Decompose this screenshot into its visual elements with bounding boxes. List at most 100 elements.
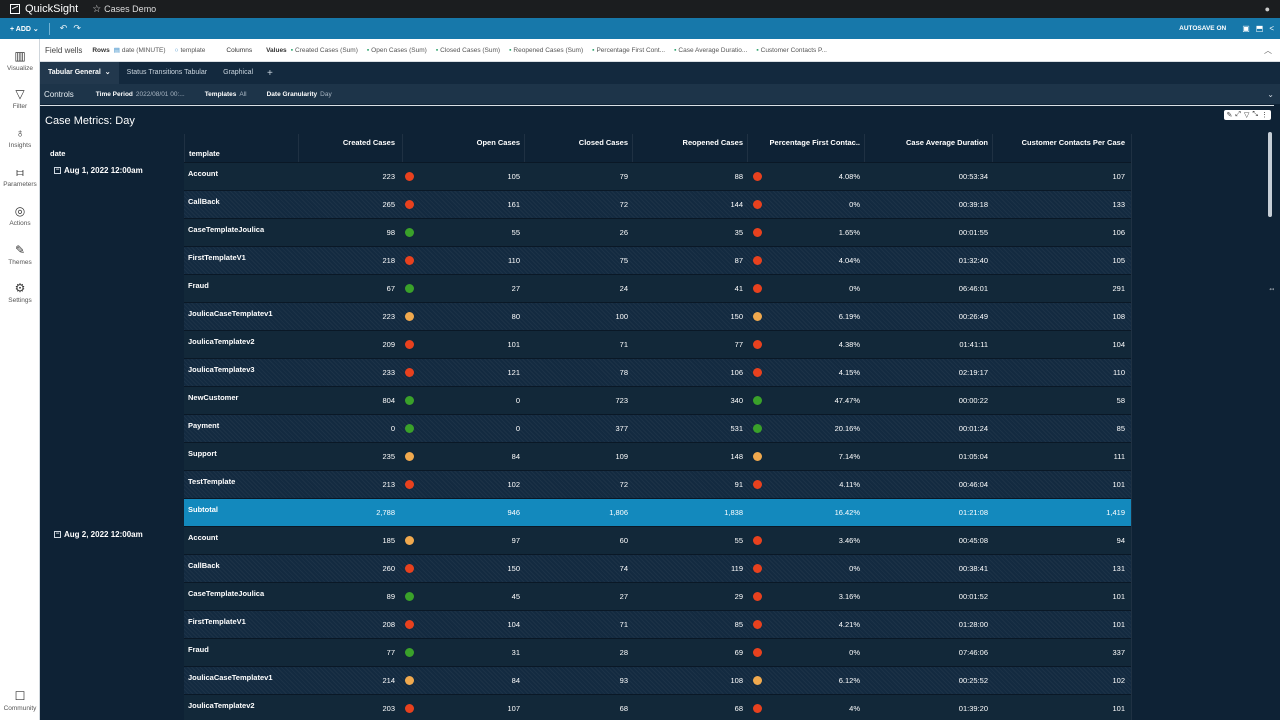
value-field-open[interactable]: ▪ Open Cases (Sum): [367, 47, 427, 54]
value-field-closed[interactable]: ▪ Closed Cases (Sum): [436, 47, 500, 54]
date-group-header[interactable]: − Aug 1, 2022 12:00am: [54, 166, 143, 175]
subtotal-row[interactable]: Subtotal 2,788 946 1,806 1,838 16.42% 01:21:08…: [184, 498, 1131, 526]
save-icon[interactable]: ▣: [1242, 24, 1250, 33]
value-field-created[interactable]: ▪ Created Cases (Sum): [291, 47, 358, 54]
value-cell: 74: [619, 564, 628, 573]
value-cell: 110: [508, 256, 520, 265]
more-options-icon[interactable]: ⋮: [1261, 112, 1268, 119]
header-template[interactable]: template: [189, 149, 220, 158]
sidebar-item-community[interactable]: ☐ Community: [0, 689, 40, 712]
table-row[interactable]: JoulicaCaseTemplatev1 214 84 93 108 6.12% 00:2…: [184, 666, 1131, 694]
header-pct-first-contact[interactable]: Percentage First Contac..: [769, 138, 860, 147]
header-customer-contacts[interactable]: Customer Contacts Per Case: [1021, 138, 1125, 147]
created-status-dot-icon: [405, 256, 414, 265]
collapse-minus-icon[interactable]: −: [54, 167, 61, 175]
header-closed-cases[interactable]: Closed Cases: [578, 138, 628, 147]
table-row[interactable]: CallBack 260 150 74 119 0% 00:38:41 131: [184, 554, 1131, 582]
add-button[interactable]: + ADD ⌄: [10, 25, 39, 33]
value-cell: 26: [619, 228, 628, 237]
sidebar-item-themes[interactable]: ✎ Themes: [0, 243, 40, 266]
created-status-dot-icon: [405, 396, 414, 405]
header-date[interactable]: date: [50, 149, 66, 158]
table-row[interactable]: Fraud 67 27 24 41 0% 06:46:01 291: [184, 274, 1131, 302]
value-field-avg-duration[interactable]: ▪ Case Average Duratio...: [674, 47, 747, 54]
table-row[interactable]: TestTemplate 213 102 72 91 4.11% 00:46:04 101: [184, 470, 1131, 498]
header-reopened-cases[interactable]: Reopened Cases: [682, 138, 743, 147]
table-row[interactable]: Support 235 84 109 148 7.14% 01:05:04 111: [184, 442, 1131, 470]
value-cell: 41: [734, 284, 743, 293]
sidebar-item-visualize[interactable]: ▥ Visualize: [0, 49, 40, 72]
control-time-period[interactable]: Time Period 2022/08/01 00:...: [96, 91, 185, 98]
value-field-label: Closed Cases (Sum): [440, 46, 501, 54]
undo-icon[interactable]: ↶: [59, 23, 68, 33]
rows-field-date[interactable]: ▤ date (MINUTE): [114, 46, 166, 54]
control-label: Templates: [204, 90, 237, 98]
value-cell: 69: [734, 648, 743, 657]
table-row[interactable]: FirstTemplateV1 208 104 71 85 4.21% 01:28:00 10…: [184, 610, 1131, 638]
table-row[interactable]: Account 185 97 60 55 3.46% 00:45:08 94: [184, 526, 1131, 554]
pivot-table-visual[interactable]: Case Metrics: Day ✎ ⤢ ▽ ⤡ ⋮ ⇔ date templ…: [40, 105, 1274, 720]
value-cell: 337: [1112, 648, 1125, 657]
measure-icon: ▪: [509, 46, 512, 54]
table-row[interactable]: Account 223 105 79 88 4.08% 00:53:34 107: [184, 162, 1131, 190]
header-case-avg-duration[interactable]: Case Average Duration: [906, 138, 988, 147]
expand-icon[interactable]: ⤢: [1235, 111, 1241, 118]
chevron-up-icon[interactable]: ︿: [1264, 45, 1272, 55]
table-row[interactable]: JoulicaTemplatev2 203 107 68 68 4% 01:39:20 101: [184, 694, 1131, 720]
measure-icon: ▪: [592, 46, 595, 54]
control-templates[interactable]: Templates All: [205, 91, 247, 98]
redo-icon[interactable]: ↷: [73, 23, 81, 33]
vertical-scrollbar[interactable]: [1268, 132, 1272, 217]
table-row[interactable]: FirstTemplateV1 218 110 75 87 4.04% 01:32:40 10…: [184, 246, 1131, 274]
table-row[interactable]: Fraud 77 31 28 69 0% 07:46:06 337: [184, 638, 1131, 666]
created-status-dot-icon: [405, 340, 414, 349]
download-icon[interactable]: ⬒: [1255, 24, 1264, 33]
value-cell: 00:38:41: [958, 564, 988, 573]
tab-tabular-general[interactable]: Tabular General ⌄: [40, 62, 119, 84]
table-row[interactable]: CallBack 265 161 72 144 0% 00:39:18 133: [184, 190, 1131, 218]
user-icon[interactable]: ●: [1264, 4, 1270, 14]
table-row[interactable]: CaseTemplateJoulica 98 55 26 35 1.65% 00:01:55…: [184, 218, 1131, 246]
value-field-contacts[interactable]: ▪ Customer Contacts P...: [756, 47, 827, 54]
table-row[interactable]: JoulicaTemplatev3 233 121 78 106 4.15% 02:19:1…: [184, 358, 1131, 386]
sidebar-item-actions[interactable]: ◎ Actions: [0, 204, 40, 227]
value-cell: 0%: [849, 200, 860, 209]
sidebar-item-filter[interactable]: ▽ Filter: [0, 87, 40, 110]
sidebar-item-parameters[interactable]: ⧦ Parameters: [0, 165, 40, 188]
table-row[interactable]: Payment 0 0 377 531 20.16% 00:01:24 85: [184, 414, 1131, 442]
columns-well-label[interactable]: Columns: [226, 46, 253, 54]
collapse-icon[interactable]: ⤡: [1252, 111, 1258, 118]
control-date-granularity[interactable]: Date Granularity Day: [267, 91, 332, 98]
table-row[interactable]: CaseTemplateJoulica 89 45 27 29 3.16% 00:01:52…: [184, 582, 1131, 610]
chevron-down-icon[interactable]: ⌄: [1267, 89, 1274, 99]
tab-status-transitions[interactable]: Status Transitions Tabular: [119, 62, 215, 84]
collapse-minus-icon[interactable]: −: [54, 531, 61, 539]
header-open-cases[interactable]: Open Cases: [476, 138, 520, 147]
filter-icon[interactable]: ▽: [1244, 112, 1250, 119]
date-group-header[interactable]: − Aug 2, 2022 12:00am: [54, 530, 143, 539]
tab-graphical[interactable]: Graphical: [215, 62, 261, 84]
add-sheet-icon[interactable]: +: [267, 67, 273, 79]
header-created-cases[interactable]: Created Cases: [342, 138, 395, 147]
value-cell: 45: [511, 592, 520, 601]
controls-title[interactable]: Controls: [44, 89, 74, 99]
reopened-status-dot-icon: [753, 200, 762, 209]
value-field-reopened[interactable]: ▪ Reopened Cases (Sum): [509, 47, 583, 54]
table-row[interactable]: JoulicaCaseTemplatev1 223 80 100 150 6.19% 00:…: [184, 302, 1131, 330]
favorite-star-icon[interactable]: ☆: [92, 3, 102, 15]
edit-icon[interactable]: ✎: [1226, 112, 1233, 119]
chevron-down-icon[interactable]: ⌄: [104, 69, 111, 76]
quicksight-logo[interactable]: QuickSight: [10, 3, 78, 15]
sidebar-item-settings[interactable]: ⚙ Settings: [0, 281, 40, 304]
rows-field-template[interactable]: ○ template: [175, 47, 206, 54]
template-cell: FirstTemplateV1: [188, 617, 246, 626]
autosave-toggle[interactable]: AUTOSAVE ON: [1179, 25, 1227, 32]
field-wells-label[interactable]: Field wells: [45, 45, 83, 55]
toolbar: + ADD ⌄ ↶ ↷ AUTOSAVE ON ▣ ⬒ <: [0, 18, 1280, 39]
value-field-pfc[interactable]: ▪ Percentage First Cont...: [592, 47, 665, 54]
resize-handle-icon[interactable]: ⇔: [1268, 284, 1274, 294]
share-icon[interactable]: <: [1269, 24, 1274, 33]
table-row[interactable]: NewCustomer 804 0 723 340 47.47% 00:00:22 58: [184, 386, 1131, 414]
table-row[interactable]: JoulicaTemplatev2 209 101 71 77 4.38% 01:41:11…: [184, 330, 1131, 358]
sidebar-item-insights[interactable]: ♁ Insights: [0, 126, 40, 149]
